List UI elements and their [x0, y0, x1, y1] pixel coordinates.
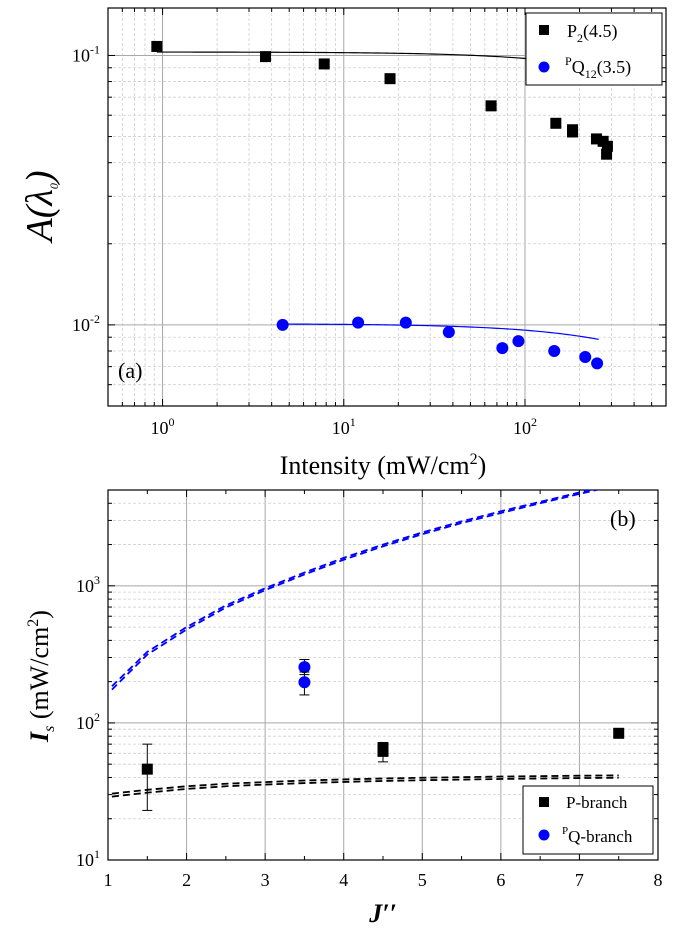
panel-a-legend: P2(4.5) PQ12(3.5) — [525, 12, 663, 86]
theory-curve-black — [111, 776, 619, 798]
data-point-pq12 — [442, 326, 455, 339]
panel-b-points — [141, 659, 625, 811]
data-point-p2 — [318, 58, 330, 70]
legend-p2-marker — [539, 25, 549, 35]
panel-a-points — [151, 40, 613, 370]
data-point-p2 — [601, 140, 613, 152]
data-point-p2 — [260, 51, 272, 63]
data-point-pq12 — [579, 351, 592, 364]
y-tick-label: 102 — [76, 710, 100, 733]
data-point-p2 — [384, 73, 396, 85]
x-tick-label: 7 — [575, 870, 584, 890]
x-tick-label: 5 — [418, 870, 427, 890]
theory-curve-blue — [111, 490, 594, 687]
data-point-p2 — [151, 40, 163, 52]
panel-a-label: (a) — [118, 358, 142, 383]
panel-b-legend: P-branch PQ-branch — [522, 785, 654, 855]
data-point-pq12 — [352, 316, 365, 329]
data-point-q-branch — [298, 661, 311, 674]
x-tick-label: 102 — [513, 415, 537, 438]
data-point-p-branch — [141, 763, 153, 775]
fit-curve-pq12 — [282, 323, 599, 340]
panel-a-ticks: 100 101 102 10-1 10-2 — [72, 8, 667, 438]
panel-b: 1 2 3 4 5 6 7 8 101 102 103 (b) P-branch PQ-branch… — [25, 489, 663, 928]
panel-b-label: (b) — [610, 506, 636, 531]
legend-q-branch-marker — [538, 829, 550, 841]
x-tick-label: 100 — [151, 415, 175, 438]
x-tick-label: 8 — [654, 870, 663, 890]
panel-a-xlabel: Intensity (mW/cm2) — [280, 451, 487, 480]
x-tick-label: 4 — [339, 870, 348, 890]
x-tick-label: 6 — [496, 870, 505, 890]
data-point-p2 — [550, 117, 562, 129]
panel-b-theory-curves — [111, 490, 619, 798]
x-tick-label: 1 — [104, 870, 113, 890]
y-tick-label: 10-2 — [72, 312, 100, 335]
data-point-p-branch — [377, 742, 389, 754]
legend-p-branch-label: P-branch — [566, 793, 628, 812]
data-point-p2 — [485, 100, 497, 112]
y-tick-label: 101 — [76, 847, 100, 870]
panel-a-grid — [107, 8, 667, 407]
x-tick-label: 3 — [261, 870, 270, 890]
panel-b-curve-group — [111, 490, 619, 798]
panel-b-ticks: 1 2 3 4 5 6 7 8 101 102 103 — [76, 489, 663, 890]
data-point-pq12 — [276, 318, 289, 331]
legend-pq12-marker — [538, 61, 550, 73]
x-tick-label: 101 — [332, 415, 356, 438]
y-tick-label: 103 — [76, 573, 100, 596]
panel-a-frame — [107, 7, 667, 407]
data-point-p2 — [590, 133, 602, 145]
legend-p-branch-marker — [539, 797, 549, 807]
legend-p2-label: P2(4.5) — [567, 21, 618, 45]
panel-a-fit-curves — [156, 51, 609, 340]
data-point-p2 — [567, 126, 579, 138]
panel-b-xlabel: J′′ — [368, 899, 397, 928]
data-point-pq12 — [591, 357, 604, 370]
legend-pq12-label: PQ12(3.5) — [565, 54, 631, 81]
data-point-p-branch — [613, 727, 625, 739]
x-tick-label: 2 — [182, 870, 191, 890]
theory-curve-blue — [111, 490, 601, 691]
data-point-pq12 — [399, 316, 412, 329]
legend-q-branch-label: PQ-branch — [562, 825, 633, 846]
y-tick-label: 10-1 — [72, 42, 100, 65]
data-point-p2 — [601, 148, 613, 160]
data-point-q-branch — [298, 676, 311, 689]
panel-a-ylabel: A(λ0) — [19, 171, 61, 245]
data-point-pq12 — [548, 345, 561, 358]
theory-curve-black — [111, 774, 619, 795]
panel-b-ylabel: Is (mW/cm2) — [25, 610, 58, 743]
data-point-pq12 — [496, 342, 509, 355]
data-point-pq12 — [512, 335, 525, 348]
